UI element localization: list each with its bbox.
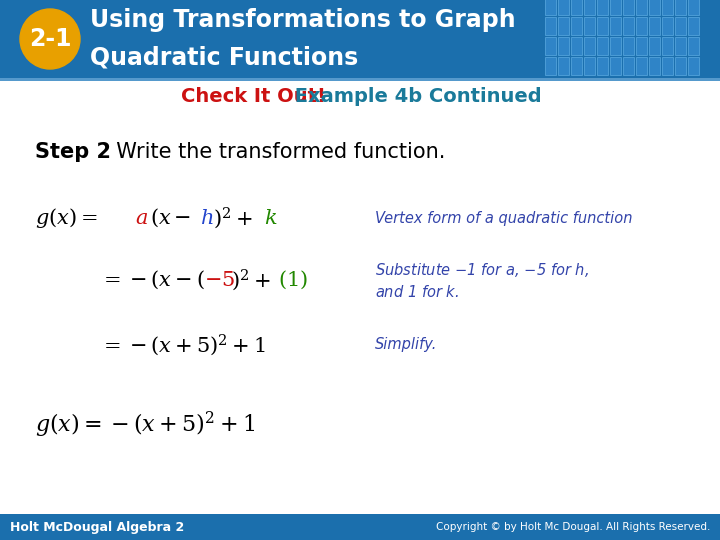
Text: $)^2 + $: $)^2 + $ xyxy=(231,267,271,293)
Bar xyxy=(623,0,634,15)
Bar xyxy=(675,57,686,75)
Bar xyxy=(649,57,660,75)
Bar xyxy=(545,17,556,35)
Bar xyxy=(623,37,634,55)
Bar xyxy=(0,78,720,81)
Bar xyxy=(649,37,660,55)
Text: Example 4b Continued: Example 4b Continued xyxy=(288,87,541,106)
Bar xyxy=(649,0,660,15)
Bar xyxy=(545,57,556,75)
Bar xyxy=(688,0,699,15)
Circle shape xyxy=(20,9,80,69)
Bar xyxy=(0,514,720,540)
Bar xyxy=(623,17,634,35)
Bar xyxy=(0,0,720,78)
Bar xyxy=(610,57,621,75)
Text: $h$: $h$ xyxy=(200,208,214,228)
Text: $)^2 + $: $)^2 + $ xyxy=(213,205,253,231)
Text: Simplify.: Simplify. xyxy=(375,338,437,353)
Text: Check It Out!: Check It Out! xyxy=(181,87,326,106)
Bar xyxy=(675,17,686,35)
Bar xyxy=(597,57,608,75)
Bar xyxy=(688,17,699,35)
Bar xyxy=(636,57,647,75)
Bar xyxy=(558,17,569,35)
Bar xyxy=(584,57,595,75)
Bar xyxy=(662,0,673,15)
Bar xyxy=(649,17,660,35)
Text: $a$: $a$ xyxy=(135,208,148,228)
Bar xyxy=(571,17,582,35)
Text: $-5$: $-5$ xyxy=(204,270,235,290)
Bar xyxy=(571,0,582,15)
Text: and 1 for $k$.: and 1 for $k$. xyxy=(375,284,459,300)
Bar xyxy=(571,57,582,75)
Bar xyxy=(610,17,621,35)
Bar xyxy=(610,0,621,15)
Text: Write the transformed function.: Write the transformed function. xyxy=(103,142,446,162)
Text: $g(x) = $: $g(x) = $ xyxy=(35,206,98,230)
Text: $= -(x + 5)^2 + 1$: $= -(x + 5)^2 + 1$ xyxy=(100,332,266,358)
Text: Copyright © by Holt Mc Dougal. All Rights Reserved.: Copyright © by Holt Mc Dougal. All Right… xyxy=(436,522,710,532)
Text: Substitute $-$1 for $a$, $-$5 for $h$,: Substitute $-$1 for $a$, $-$5 for $h$, xyxy=(375,261,589,279)
Text: $(1)$: $(1)$ xyxy=(278,269,308,291)
Text: $k$: $k$ xyxy=(264,208,277,228)
Text: Holt McDougal Algebra 2: Holt McDougal Algebra 2 xyxy=(10,521,184,534)
Bar xyxy=(662,17,673,35)
Bar xyxy=(688,37,699,55)
Bar xyxy=(597,17,608,35)
Bar xyxy=(558,37,569,55)
Bar xyxy=(623,57,634,75)
Bar xyxy=(636,0,647,15)
Text: Quadratic Functions: Quadratic Functions xyxy=(90,45,359,69)
Bar xyxy=(584,37,595,55)
Text: Using Transformations to Graph: Using Transformations to Graph xyxy=(90,8,516,32)
Bar xyxy=(571,37,582,55)
Bar xyxy=(558,0,569,15)
Bar xyxy=(662,37,673,55)
Text: Vertex form of a quadratic function: Vertex form of a quadratic function xyxy=(375,211,632,226)
Bar xyxy=(545,0,556,15)
Bar xyxy=(584,0,595,15)
Bar xyxy=(688,57,699,75)
Bar xyxy=(675,37,686,55)
Bar xyxy=(636,37,647,55)
Text: Step 2: Step 2 xyxy=(35,142,111,162)
Bar xyxy=(545,37,556,55)
Text: 2-1: 2-1 xyxy=(29,27,71,51)
Bar xyxy=(597,0,608,15)
Bar xyxy=(636,17,647,35)
Bar xyxy=(610,37,621,55)
Bar xyxy=(675,0,686,15)
Bar xyxy=(597,37,608,55)
Text: $= -(x -($: $= -(x -($ xyxy=(100,269,204,291)
Bar xyxy=(558,57,569,75)
Text: $(x - $: $(x - $ xyxy=(150,207,191,229)
Bar xyxy=(584,17,595,35)
Text: $g(x) = -(x + 5)^2 + 1$: $g(x) = -(x + 5)^2 + 1$ xyxy=(35,410,256,440)
Bar xyxy=(662,57,673,75)
